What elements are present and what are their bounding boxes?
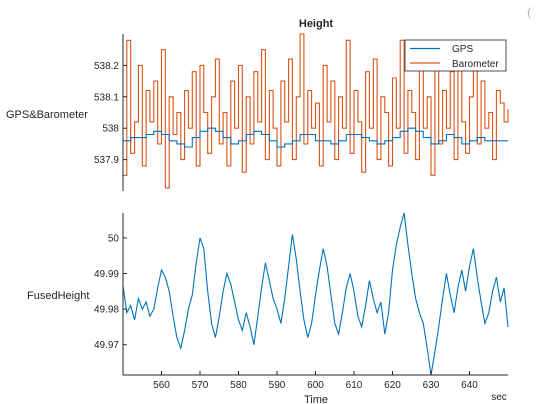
x-tick-label: 630	[423, 380, 440, 391]
bottom-y-tick-label: 49.97	[94, 340, 119, 351]
top-series-group	[123, 33, 509, 189]
legend-barometer-label: Barometer	[452, 59, 499, 70]
series-line-gps	[123, 127, 508, 148]
x-tick-label: 640	[461, 380, 478, 391]
chart-title: Height	[299, 18, 334, 30]
top-y-tick-label: 538.2	[94, 61, 119, 72]
legend: GPS Barometer	[404, 39, 507, 72]
bottom-y-ticks: 49.97 49.98 49.99 50	[94, 233, 127, 351]
bottom-y-tick-label: 49.99	[94, 269, 119, 280]
x-tick-label: 600	[307, 380, 324, 391]
top-y-label: GPS&Barometer	[6, 109, 88, 121]
top-y-ticks: 537.9 538 538.1 538.2	[94, 61, 127, 166]
corner-paren-icon[interactable]: (	[527, 5, 531, 19]
bottom-series-group	[122, 212, 509, 376]
x-tick-label: 590	[269, 380, 286, 391]
x-tick-label: 620	[384, 380, 401, 391]
bottom-y-tick-label: 49.98	[94, 305, 119, 316]
panel-fused-height: 49.97 49.98 49.99 50 560 570 580 590 600 610 620 6…	[27, 212, 509, 404]
series-line-barometer	[123, 33, 509, 189]
top-y-tick-label: 538	[102, 124, 119, 135]
x-tick-label: 610	[346, 380, 363, 391]
x-tick-label: 580	[230, 380, 247, 391]
bottom-x-ticks: 560 570 580 590 600 610 620 630 640	[153, 371, 478, 391]
x-tick-label: 570	[192, 380, 209, 391]
series-line-fused-height	[122, 212, 509, 376]
legend-box	[404, 39, 507, 72]
x-axis-label: Time	[304, 394, 328, 404]
bottom-y-tick-label: 50	[108, 233, 120, 244]
x-axis-unit: sec	[491, 392, 507, 403]
bottom-y-label: FusedHeight	[27, 290, 89, 302]
x-tick-label: 560	[153, 380, 170, 391]
top-y-tick-label: 537.9	[94, 155, 119, 166]
top-y-tick-label: 538.1	[94, 92, 119, 103]
legend-gps-label: GPS	[452, 44, 473, 55]
